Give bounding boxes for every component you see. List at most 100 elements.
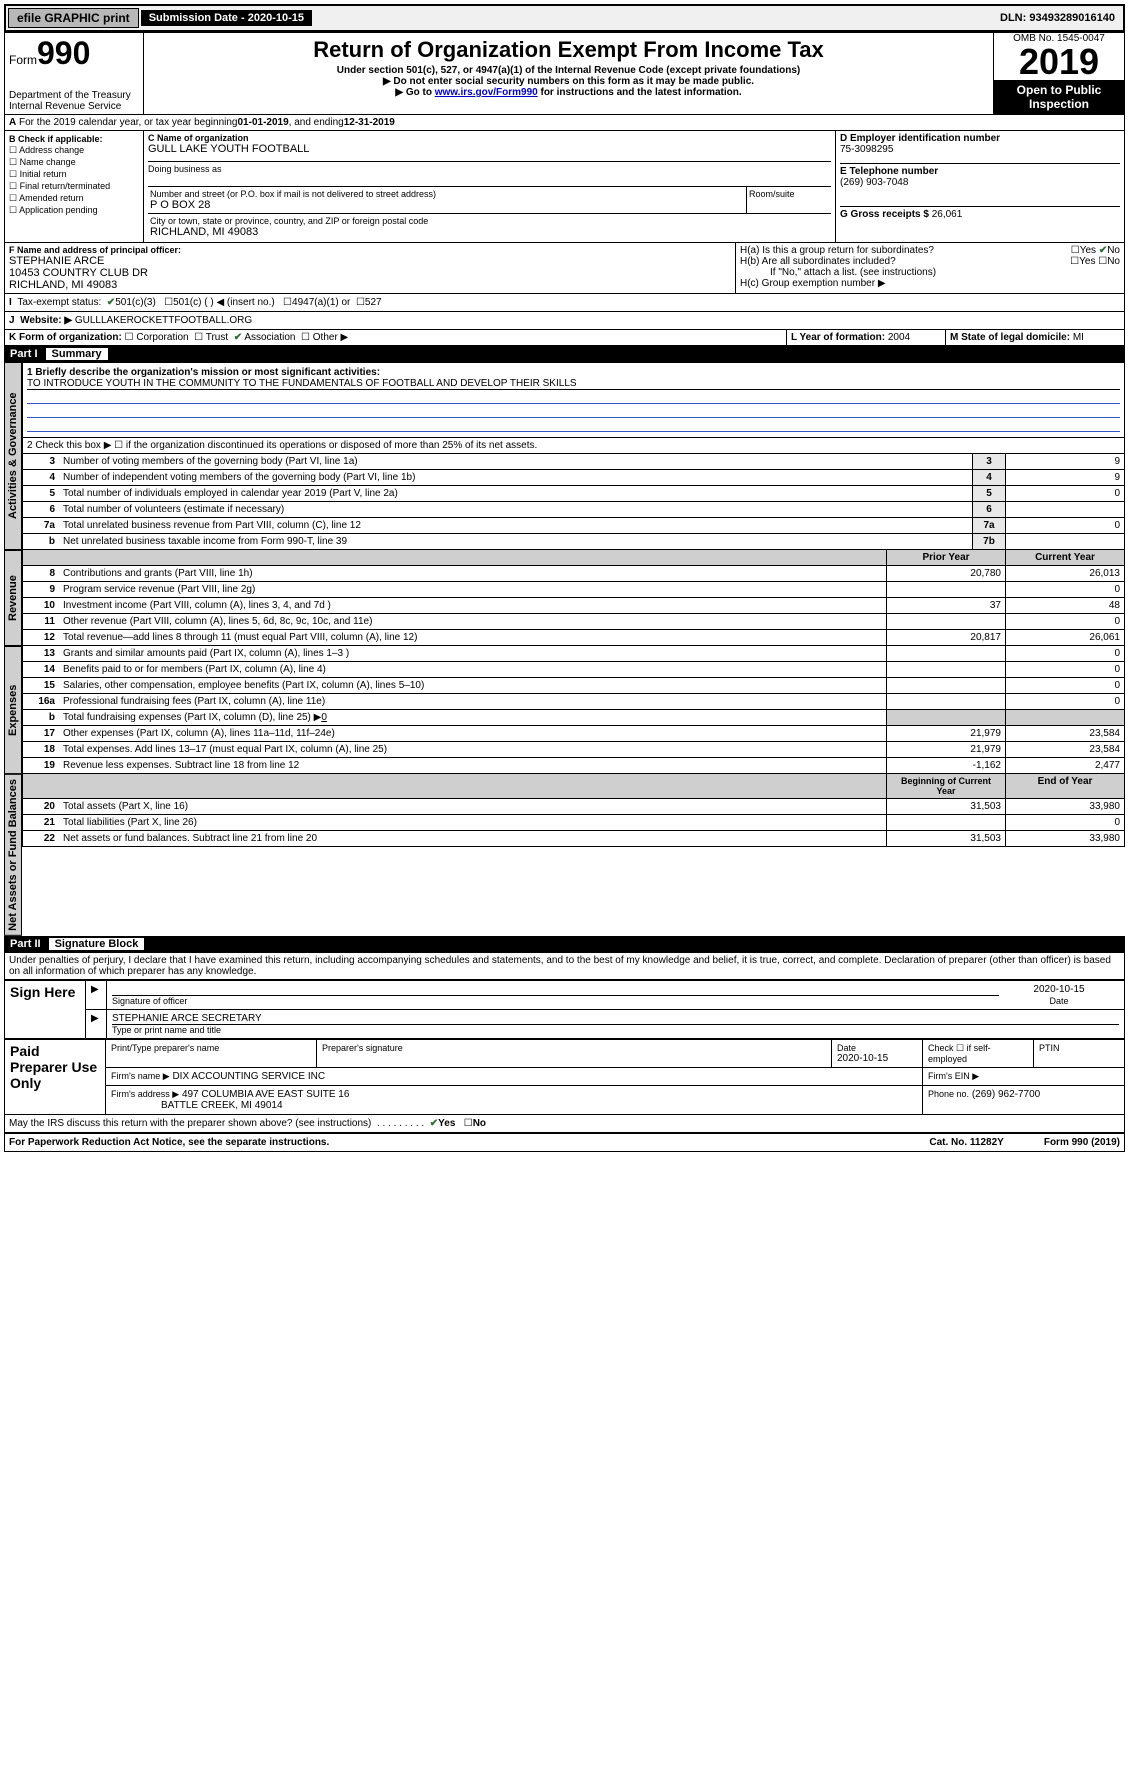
check-address-change[interactable]: ☐ Address change <box>9 145 139 156</box>
e22: 33,980 <box>1005 831 1124 846</box>
website-label: Website: ▶ <box>20 315 72 326</box>
line-16b: Total fundraising expenses (Part IX, col… <box>59 710 886 725</box>
c16a: 0 <box>1005 694 1124 709</box>
p15 <box>886 678 1005 693</box>
org-name: GULL LAKE YOUTH FOOTBALL <box>148 143 831 155</box>
p18: 21,979 <box>886 742 1005 757</box>
check-501c[interactable]: 501(c) ( ) ◀ (insert no.) <box>173 297 275 308</box>
website-value: GULLLAKEROCKETTFOOTBALL.ORG <box>75 315 252 326</box>
c8: 26,013 <box>1005 566 1124 581</box>
line-4-desc: Number of independent voting members of … <box>59 470 972 485</box>
e20: 33,980 <box>1005 799 1124 814</box>
check-trust[interactable]: Trust <box>206 332 228 343</box>
balance-header-row: Beginning of Current Year End of Year <box>22 774 1125 799</box>
officer-group-block: F Name and address of principal officer:… <box>4 243 1125 294</box>
check-application-pending[interactable]: ☐ Application pending <box>9 205 139 216</box>
e21: 0 <box>1005 815 1124 830</box>
line-5-val: 0 <box>1005 486 1124 501</box>
line-10: Investment income (Part VIII, column (A)… <box>59 598 886 613</box>
firm-phone-label: Phone no. <box>928 1089 969 1099</box>
line-2: 2 Check this box ▶ ☐ if the organization… <box>22 438 1125 454</box>
part-i-num: Part I <box>10 348 46 360</box>
check-527[interactable]: 527 <box>365 297 382 308</box>
perjury-text: Under penalties of perjury, I declare th… <box>4 952 1125 980</box>
h-b-row: H(b) Are all subordinates included? ☐Yes… <box>740 256 1120 267</box>
check-other[interactable]: Other ▶ <box>313 332 348 343</box>
check-name-change[interactable]: ☐ Name change <box>9 157 139 168</box>
city-label: City or town, state or province, country… <box>150 216 829 226</box>
check-corp[interactable]: Corporation <box>136 332 188 343</box>
c14: 0 <box>1005 662 1124 677</box>
check-4947[interactable]: 4947(a)(1) or <box>292 297 350 308</box>
part-ii-title: Signature Block <box>49 938 145 950</box>
h-a-row: H(a) Is this a group return for subordin… <box>740 245 1120 256</box>
part-ii-header: Part II Signature Block <box>4 936 1125 952</box>
firm-addr1: 497 COLUMBIA AVE EAST SUITE 16 <box>182 1089 349 1100</box>
line-19: Revenue less expenses. Subtract line 18 … <box>59 758 886 773</box>
discuss-no-check[interactable]: No <box>473 1118 486 1129</box>
check-association[interactable] <box>234 332 242 343</box>
efile-print-button[interactable]: efile GRAPHIC print <box>8 8 139 28</box>
check-initial-return[interactable]: ☐ Initial return <box>9 169 139 180</box>
sig-date-label: Date <box>999 996 1119 1006</box>
prep-date-label: Date <box>837 1043 917 1053</box>
activities-section: Activities & Governance 1 Briefly descri… <box>4 362 1125 550</box>
discuss-text: May the IRS discuss this return with the… <box>9 1118 371 1129</box>
note2-post: for instructions and the latest informat… <box>538 87 742 98</box>
check-501c3[interactable] <box>107 297 115 308</box>
line-17: Other expenses (Part IX, column (A), lin… <box>59 726 886 741</box>
p12: 20,817 <box>886 630 1005 645</box>
officer-name: STEPHANIE ARCE <box>9 255 731 267</box>
p10: 37 <box>886 598 1005 613</box>
part-i-title: Summary <box>46 348 108 360</box>
signature-table: Sign Here ▶ 2020-10-15 Signature of offi… <box>4 980 1125 1039</box>
prior-year-label: Prior Year <box>886 550 1005 565</box>
c11: 0 <box>1005 614 1124 629</box>
check-final-return[interactable]: ☐ Final return/terminated <box>9 181 139 192</box>
phone-label: E Telephone number <box>840 166 938 177</box>
h-b-note: If "No," attach a list. (see instruction… <box>740 267 1120 278</box>
mission-text: TO INTRODUCE YOUTH IN THE COMMUNITY TO T… <box>27 378 1120 390</box>
p13 <box>886 646 1005 661</box>
check-amended[interactable]: ☐ Amended return <box>9 193 139 204</box>
discuss-yes-check[interactable] <box>430 1118 438 1129</box>
part-i-header: Part I Summary <box>4 346 1125 362</box>
org-city: RICHLAND, MI 49083 <box>150 226 829 238</box>
phone-value: (269) 903-7048 <box>840 177 1120 188</box>
p16a <box>886 694 1005 709</box>
officer-addr1: 10453 COUNTRY CLUB DR <box>9 267 731 279</box>
tax-year: 2019 <box>994 44 1124 80</box>
line-20: Total assets (Part X, line 16) <box>59 799 886 814</box>
firm-ein-label: Firm's EIN ▶ <box>928 1071 979 1081</box>
line-21: Total liabilities (Part X, line 26) <box>59 815 886 830</box>
line-14: Benefits paid to or for members (Part IX… <box>59 662 886 677</box>
dba-label: Doing business as <box>148 161 831 174</box>
b21 <box>886 815 1005 830</box>
box-f: F Name and address of principal officer:… <box>5 243 736 293</box>
ptin-label: PTIN <box>1034 1039 1125 1067</box>
discuss-row: May the IRS discuss this return with the… <box>4 1115 1125 1133</box>
prep-sig-label: Preparer's signature <box>322 1043 826 1053</box>
line-3-val: 9 <box>1005 454 1124 469</box>
room-label: Room/suite <box>746 187 831 213</box>
gross-receipts-value: 26,061 <box>932 209 963 220</box>
irs-label: Internal Revenue Service <box>9 101 139 112</box>
p19: -1,162 <box>886 758 1005 773</box>
title-cell: Return of Organization Exempt From Incom… <box>144 33 993 114</box>
line-11: Other revenue (Part VIII, column (A), li… <box>59 614 886 629</box>
firm-addr-label: Firm's address ▶ <box>111 1089 179 1099</box>
year-formation: 2004 <box>888 332 910 343</box>
self-emp-check[interactable]: Check ☐ if self-employed <box>923 1039 1034 1067</box>
year-cell: OMB No. 1545-0047 2019 Open to Public In… <box>993 33 1124 114</box>
prep-name-label: Print/Type preparer's name <box>111 1043 311 1053</box>
open-public-badge: Open to Public Inspection <box>994 80 1124 114</box>
form990-link[interactable]: www.irs.gov/Form990 <box>435 87 538 98</box>
b20: 31,503 <box>886 799 1005 814</box>
b22: 31,503 <box>886 831 1005 846</box>
vert-expenses: Expenses <box>4 646 22 774</box>
ein-label: D Employer identification number <box>840 133 1120 144</box>
addr-label: Number and street (or P.O. box if mail i… <box>150 189 744 199</box>
line-1: 1 Briefly describe the organization's mi… <box>22 362 1125 438</box>
footer-right: Form 990 (2019) <box>1044 1137 1120 1148</box>
line-6-desc: Total number of volunteers (estimate if … <box>59 502 972 517</box>
